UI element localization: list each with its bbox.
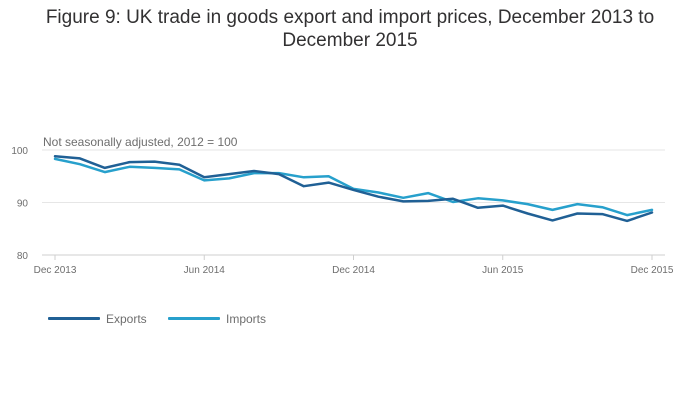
- y-tick-label: 80: [17, 251, 29, 262]
- legend-label-imports: Imports: [226, 312, 267, 326]
- series-line-exports[interactable]: [53, 155, 654, 223]
- chart-subtitle: Not seasonally adjusted, 2012 = 100: [43, 135, 238, 149]
- y-axis: 80 90 100: [11, 146, 28, 262]
- x-tick-label: Dec 2013: [34, 265, 77, 276]
- legend-swatch-imports: [168, 317, 220, 320]
- y-tick-label: 90: [17, 199, 29, 210]
- series-line-imports[interactable]: [53, 157, 654, 217]
- legend-label-exports: Exports: [106, 312, 147, 326]
- x-tick-label: Jun 2015: [482, 265, 524, 276]
- series-lines: [53, 155, 654, 223]
- y-tick-label: 100: [11, 146, 28, 157]
- legend-swatch-exports: [48, 317, 100, 320]
- gridlines: [42, 149, 665, 256]
- chart-title: Figure 9: UK trade in goods export and i…: [45, 7, 655, 51]
- x-axis: Dec 2013 Jun 2014 Dec 2014 Jun 2015 Dec 2015: [34, 255, 674, 276]
- x-tick-label: Dec 2015: [631, 265, 674, 276]
- x-tick-label: Dec 2014: [332, 265, 375, 276]
- x-tick-label: Jun 2014: [184, 265, 226, 276]
